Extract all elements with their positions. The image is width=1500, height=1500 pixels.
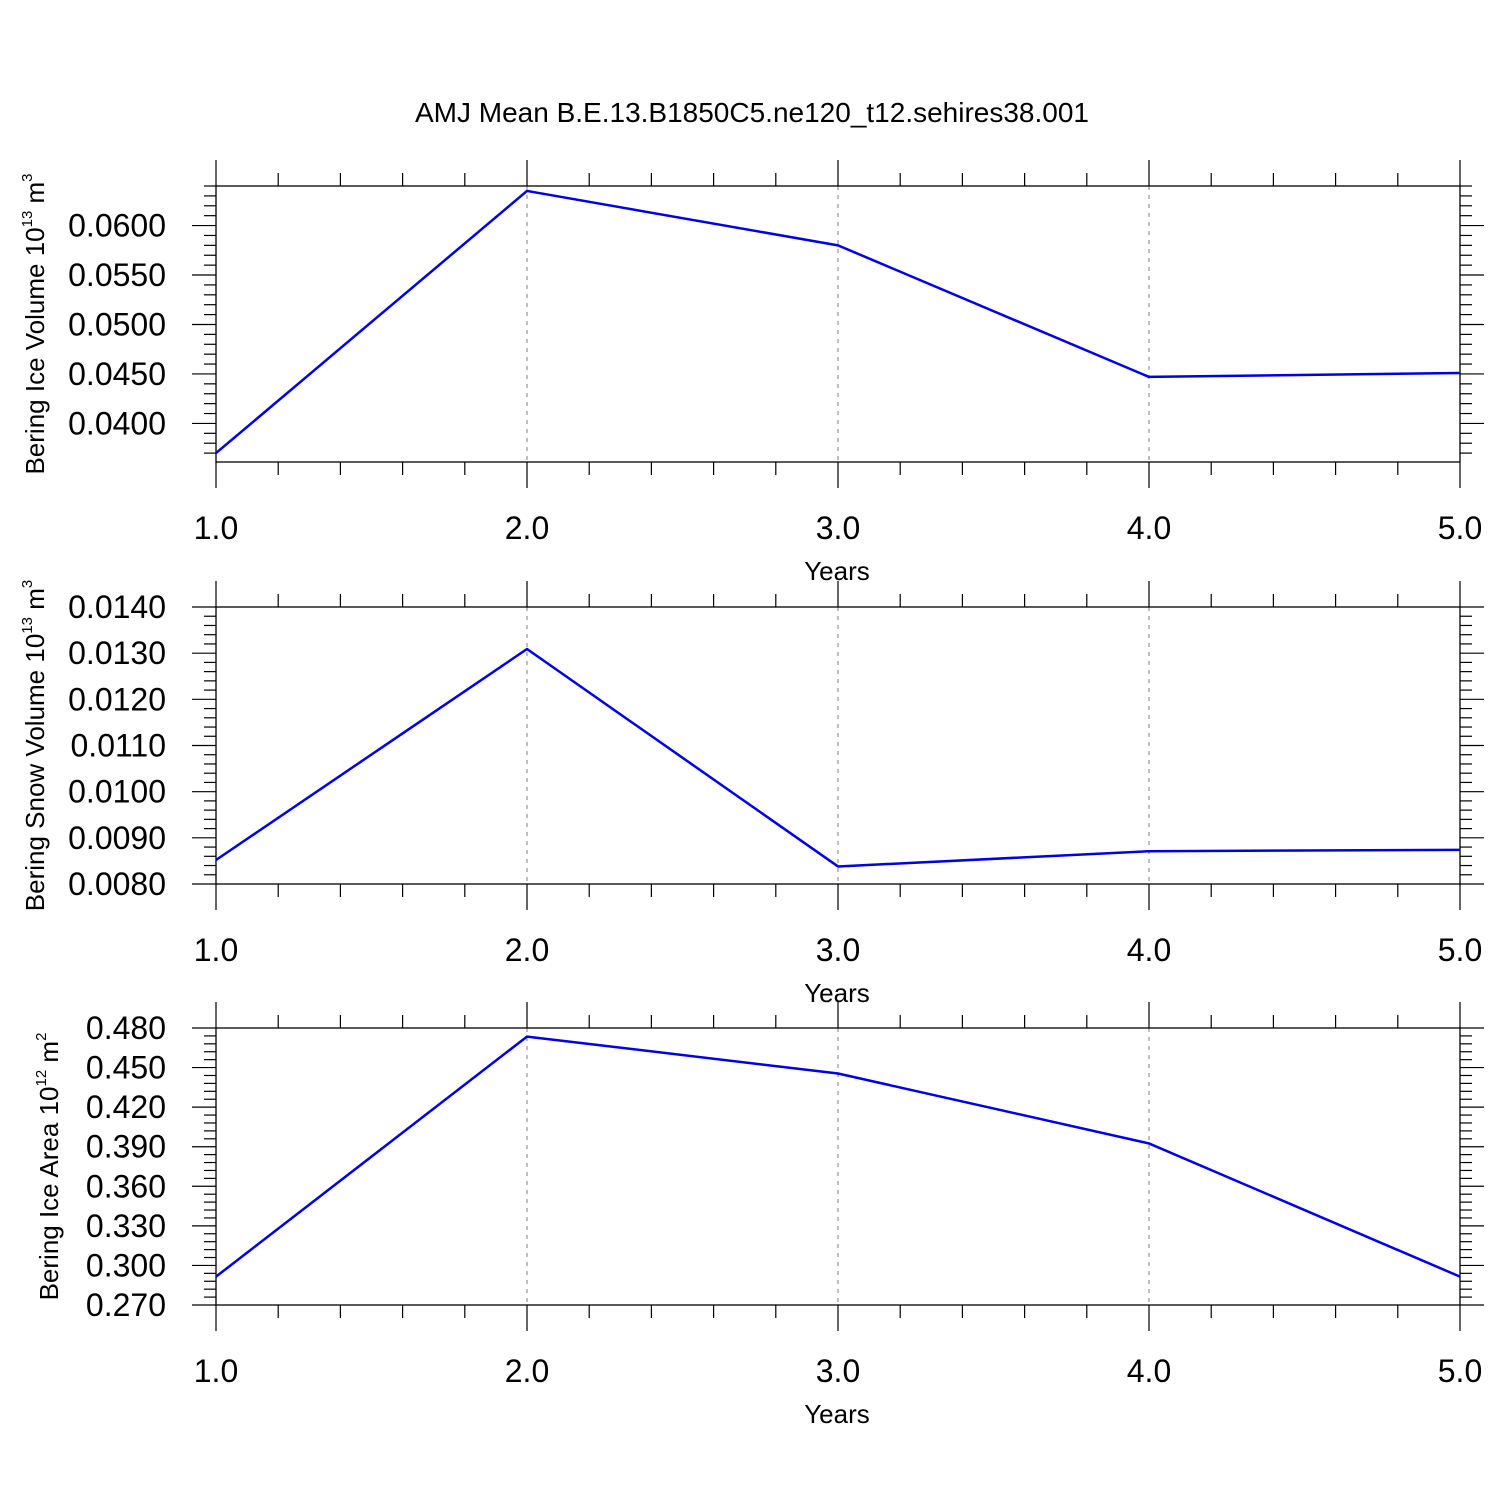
y-tick-label: 0.0450 bbox=[68, 356, 166, 392]
x-axis-label: Years bbox=[804, 556, 870, 586]
y-tick-label: 0.300 bbox=[86, 1247, 166, 1283]
x-tick-label: 3.0 bbox=[816, 932, 860, 968]
y-axis-label: Bering Ice Area 1012 m2 bbox=[33, 1033, 64, 1301]
y-axis-label: Bering Snow Volume 1013 m3 bbox=[19, 580, 50, 911]
x-axis-label: Years bbox=[804, 1399, 870, 1429]
x-tick-label: 1.0 bbox=[194, 510, 238, 546]
series-line bbox=[215, 1035, 1461, 1278]
y-tick-label: 0.0080 bbox=[68, 866, 166, 902]
y-tick-label: 0.480 bbox=[86, 1010, 166, 1046]
x-tick-label: 5.0 bbox=[1438, 1353, 1482, 1389]
y-tick-label: 0.0600 bbox=[68, 208, 166, 244]
x-tick-label: 1.0 bbox=[194, 932, 238, 968]
y-tick-label: 0.0120 bbox=[68, 681, 166, 717]
y-tick-label: 0.0140 bbox=[68, 589, 166, 625]
chart-panel-2: 1.0 2.0 3.0 4.0 5.0 0.0080 0.0090 0.0100 0.0110 0… bbox=[19, 580, 1484, 1008]
y-tick-label: 0.0500 bbox=[68, 306, 166, 342]
chart-panel-1: 1.0 2.0 3.0 4.0 5.0 0.0400 0.0450 0.0500 0.0550 0… bbox=[19, 160, 1484, 586]
y-tick-label: 0.450 bbox=[86, 1050, 166, 1086]
x-tick-label: 5.0 bbox=[1438, 932, 1482, 968]
x-tick-label: 2.0 bbox=[505, 1353, 549, 1389]
y-tick-label: 0.0130 bbox=[68, 635, 166, 671]
y-tick-label: 0.0400 bbox=[68, 405, 166, 441]
series-line bbox=[215, 189, 1461, 455]
x-tick-label: 4.0 bbox=[1127, 932, 1171, 968]
x-axis-label: Years bbox=[804, 978, 870, 1008]
x-tick-label: 4.0 bbox=[1127, 510, 1171, 546]
x-tick-label: 2.0 bbox=[505, 510, 549, 546]
figure-title: AMJ Mean B.E.13.B1850C5.ne120_t12.sehire… bbox=[415, 97, 1089, 128]
x-tick-label: 2.0 bbox=[505, 932, 549, 968]
y-axis-label: Bering Ice Volume 1013 m3 bbox=[19, 173, 50, 474]
x-tick-label: 5.0 bbox=[1438, 510, 1482, 546]
y-tick-label: 0.330 bbox=[86, 1208, 166, 1244]
y-tick-label: 0.270 bbox=[86, 1287, 166, 1323]
y-tick-label: 0.0100 bbox=[68, 774, 166, 810]
x-tick-label: 3.0 bbox=[816, 1353, 860, 1389]
y-tick-label: 0.0550 bbox=[68, 257, 166, 293]
y-tick-label: 0.360 bbox=[86, 1168, 166, 1204]
y-tick-label: 0.0090 bbox=[68, 820, 166, 856]
y-tick-label: 0.0110 bbox=[71, 728, 167, 764]
series-line bbox=[215, 647, 1461, 868]
x-tick-label: 1.0 bbox=[194, 1353, 238, 1389]
y-tick-label: 0.420 bbox=[86, 1089, 166, 1125]
x-tick-label: 4.0 bbox=[1127, 1353, 1171, 1389]
panels: 1.0 2.0 3.0 4.0 5.0 0.0400 0.0450 0.0500 0.0550 0… bbox=[19, 160, 1484, 1429]
x-tick-label: 3.0 bbox=[816, 510, 860, 546]
y-tick-label: 0.390 bbox=[86, 1129, 166, 1165]
